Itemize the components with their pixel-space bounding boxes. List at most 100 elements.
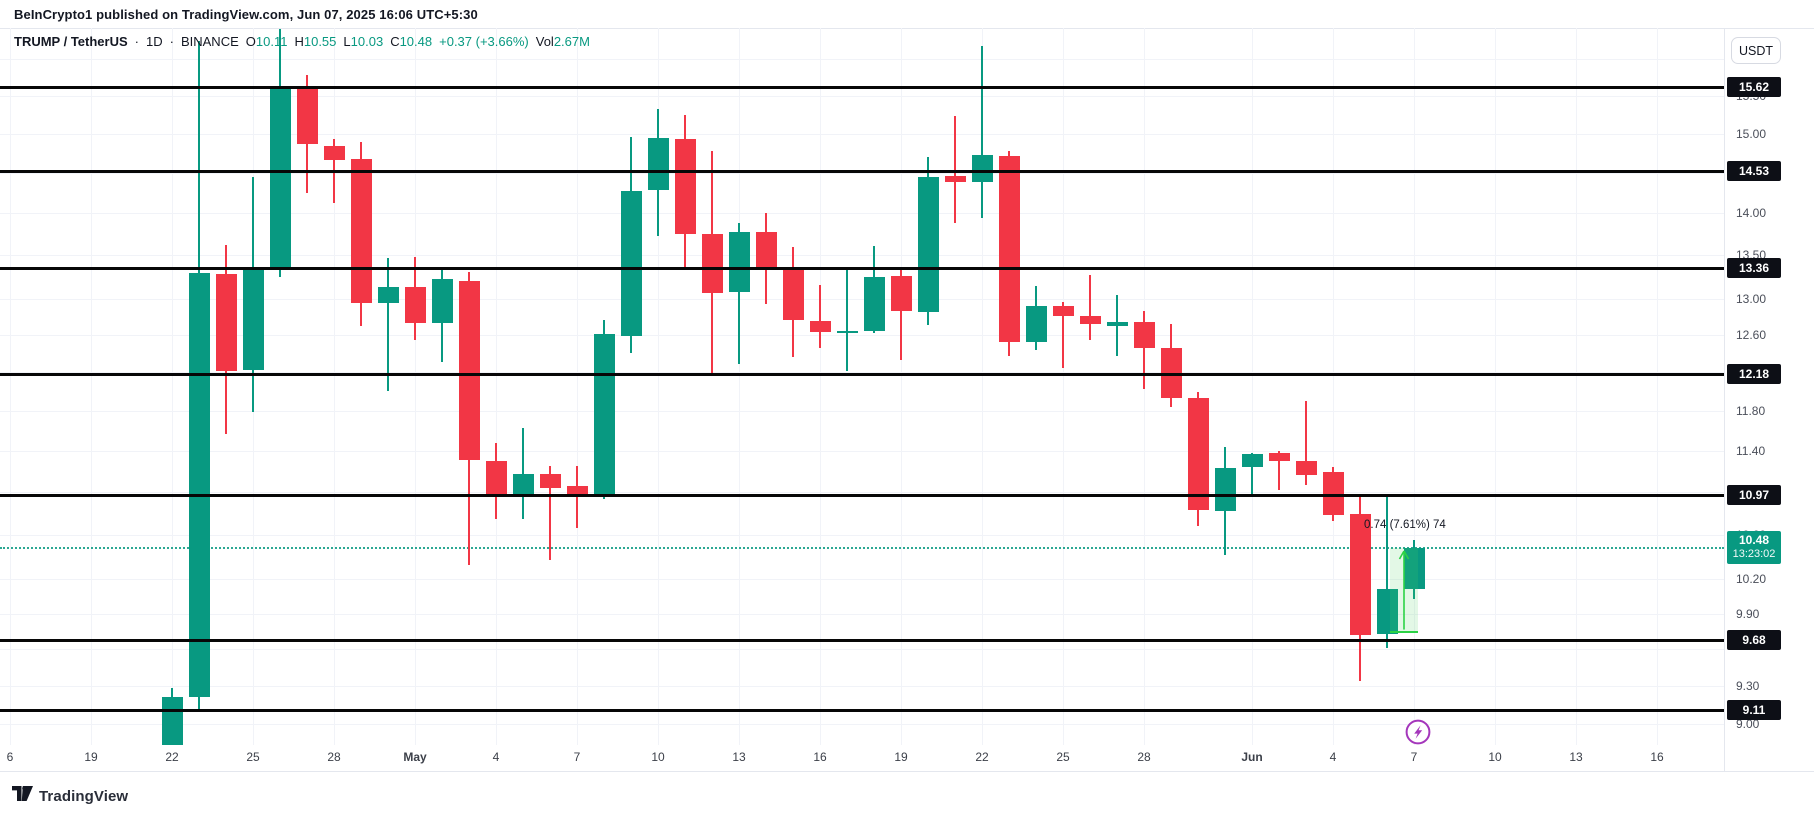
vertical-gridline <box>739 28 740 745</box>
candle-body <box>1350 514 1371 635</box>
candle-body <box>540 474 561 488</box>
ohlc-close: C10.48 <box>390 34 433 49</box>
price-level-badge: 9.11 <box>1727 699 1781 720</box>
measurement-base-line <box>1390 630 1418 633</box>
price-tick-label: 11.40 <box>1736 443 1766 458</box>
vertical-gridline <box>172 28 173 745</box>
horizontal-gridline <box>0 613 1724 615</box>
support-resistance-line[interactable] <box>0 266 1724 270</box>
candle-body <box>216 273 237 372</box>
candle-body <box>1134 322 1155 349</box>
time-tick-label: 25 <box>1056 750 1070 764</box>
ohlc-low: L10.03 <box>343 34 384 49</box>
vertical-gridline <box>1414 28 1415 745</box>
price-change: +0.37 (+3.66%) <box>439 34 529 49</box>
price-axis-border <box>1724 28 1725 771</box>
currency-toggle-button[interactable]: USDT <box>1731 37 1781 64</box>
horizontal-gridline <box>0 372 1724 374</box>
candle-body <box>270 88 291 270</box>
ohlc-high: H10.55 <box>294 34 337 49</box>
chart-top-border <box>0 28 1814 29</box>
vertical-gridline <box>820 28 821 745</box>
vertical-gridline <box>1063 28 1064 745</box>
vertical-gridline <box>577 28 578 745</box>
price-tick-label: 13.00 <box>1736 292 1767 307</box>
measurement-label: 0.74 (7.61%) 74 <box>1364 518 1446 531</box>
candle-body <box>1404 547 1425 590</box>
vertical-gridline <box>1576 28 1577 745</box>
price-tick-label: 9.30 <box>1736 678 1760 693</box>
vertical-gridline <box>496 28 497 745</box>
candle-body <box>324 146 345 161</box>
candle-body <box>189 272 210 698</box>
time-tick-label: 19 <box>894 750 908 764</box>
candle-body <box>945 176 966 182</box>
price-tick-label: 9.00 <box>1736 716 1760 731</box>
bar-countdown: 13:23:02 <box>1732 548 1776 561</box>
candle-body <box>378 286 399 303</box>
measurement-arrow-icon <box>1396 548 1412 638</box>
support-resistance-line[interactable] <box>0 638 1724 642</box>
candle-body <box>756 231 777 268</box>
price-tick-label: 12.60 <box>1736 328 1767 343</box>
current-price-badge: 10.48 13:23:02 <box>1727 530 1781 564</box>
horizontal-gridline <box>0 723 1724 725</box>
ohlc-open: O10.11 <box>245 34 288 49</box>
candle-wick <box>549 466 551 561</box>
candle-body <box>1161 348 1182 399</box>
candle-wick <box>819 284 821 349</box>
symbol-legend[interactable]: TRUMP / TetherUS · 1D · BINANCE O10.11 H… <box>14 34 590 49</box>
support-resistance-line[interactable] <box>0 494 1724 498</box>
tradingview-logo[interactable]: TradingView <box>12 786 128 806</box>
time-tick-label: 28 <box>327 750 341 764</box>
candle-body <box>1269 452 1290 461</box>
chart-plot-area[interactable]: 0.74 (7.61%) 74 <box>0 28 1724 745</box>
candle-body <box>405 286 426 324</box>
lightning-marker-icon[interactable] <box>1405 719 1431 745</box>
time-tick-label: 4 <box>492 750 500 764</box>
candle-body <box>972 154 993 182</box>
support-resistance-line[interactable] <box>0 373 1724 377</box>
candle-body <box>1242 453 1263 468</box>
vertical-gridline <box>901 28 902 745</box>
candle-body <box>702 234 723 293</box>
candle-wick <box>1305 401 1307 485</box>
price-level-badge: 15.62 <box>1727 77 1781 97</box>
time-tick-label: 13 <box>732 750 746 764</box>
vertical-gridline <box>1657 28 1658 745</box>
attribution-text: BeInCrypto1 published on TradingView.com… <box>14 7 478 22</box>
legend-separator: · <box>134 34 139 49</box>
current-price-value: 10.48 <box>1738 533 1770 548</box>
price-tick-label: 10.20 <box>1736 572 1767 587</box>
vertical-gridline <box>1495 28 1496 745</box>
candle-wick <box>1386 496 1388 649</box>
time-tick-label: 22 <box>165 750 179 764</box>
price-level-badge: 14.53 <box>1727 160 1781 181</box>
support-resistance-line[interactable] <box>0 169 1724 173</box>
candle-body <box>243 269 264 370</box>
current-price-line <box>0 546 1724 549</box>
time-tick-label: 4 <box>1329 750 1337 764</box>
horizontal-gridline <box>0 335 1724 337</box>
horizontal-gridline <box>0 213 1724 215</box>
candle-body <box>1215 468 1236 512</box>
candle-wick <box>1278 450 1280 490</box>
support-resistance-line[interactable] <box>0 86 1724 89</box>
candle-wick <box>522 427 524 519</box>
volume: Vol2.67M <box>535 34 590 49</box>
interval-label: 1D <box>146 34 163 49</box>
time-tick-label: 7 <box>573 750 581 764</box>
time-tick-label: 19 <box>84 750 98 764</box>
candle-body <box>891 276 912 311</box>
candle-body <box>486 460 507 496</box>
price-level-badge: 13.36 <box>1727 257 1781 278</box>
candle-wick <box>1089 275 1091 340</box>
support-resistance-line[interactable] <box>0 708 1724 712</box>
candle-wick <box>981 46 983 218</box>
horizontal-gridline <box>0 95 1724 97</box>
time-tick-label: Jun <box>1241 750 1263 764</box>
vertical-gridline <box>334 28 335 745</box>
price-tick-label: 9.90 <box>1736 606 1760 621</box>
candle-wick <box>1062 301 1064 368</box>
